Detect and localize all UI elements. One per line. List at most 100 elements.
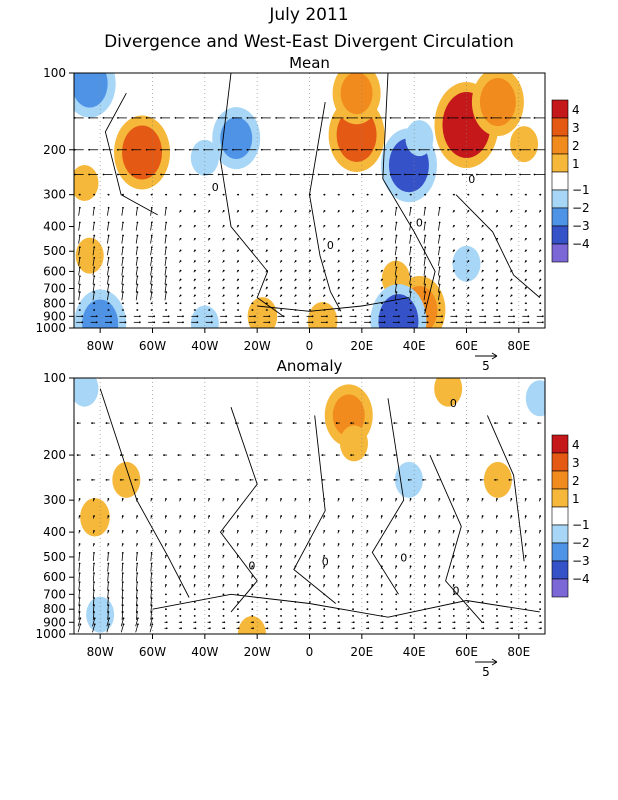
wind-vector bbox=[107, 563, 109, 572]
vector-head bbox=[93, 623, 96, 626]
contour-label: 0 bbox=[400, 551, 407, 564]
vector-head bbox=[136, 572, 139, 575]
vector-head bbox=[332, 148, 334, 151]
vector-head bbox=[107, 572, 110, 575]
vector-head bbox=[163, 478, 165, 481]
vector-head bbox=[194, 286, 196, 289]
vector-head bbox=[179, 530, 182, 532]
vector-head bbox=[496, 584, 498, 586]
wind-vector bbox=[92, 276, 95, 285]
wind-vector bbox=[107, 235, 110, 244]
vector-head bbox=[438, 565, 441, 568]
vector-head bbox=[280, 286, 283, 289]
vector-head bbox=[220, 454, 223, 456]
wind-vector bbox=[135, 624, 139, 633]
vector-head bbox=[467, 608, 470, 611]
vector-head bbox=[78, 562, 81, 565]
vector-head bbox=[468, 627, 470, 630]
wind-vector bbox=[78, 582, 81, 591]
vector-head bbox=[136, 597, 139, 599]
vector-head bbox=[481, 615, 484, 617]
vector-head bbox=[265, 530, 268, 532]
vector-head bbox=[481, 575, 484, 577]
vector-head bbox=[352, 627, 355, 630]
vector-head bbox=[317, 173, 320, 176]
vector-head bbox=[134, 478, 137, 481]
vector-head bbox=[453, 210, 455, 212]
wind-vector bbox=[150, 590, 152, 599]
wind-vector bbox=[107, 573, 109, 582]
vector-head bbox=[524, 575, 527, 577]
vector-head bbox=[78, 572, 81, 575]
vector-head bbox=[453, 224, 455, 227]
vector-head bbox=[93, 617, 96, 620]
vector-head bbox=[93, 206, 96, 209]
vector-head bbox=[182, 315, 184, 318]
vector-head bbox=[151, 623, 154, 626]
wind-vector bbox=[107, 590, 109, 599]
x-tick-label: 40W bbox=[191, 339, 218, 353]
wind-vector bbox=[107, 267, 110, 276]
wind-vector bbox=[121, 207, 124, 216]
vector-head bbox=[481, 593, 484, 596]
vector-head bbox=[525, 309, 527, 311]
vector-head bbox=[78, 530, 81, 532]
vector-head bbox=[308, 575, 311, 577]
colorbar-box bbox=[551, 207, 569, 227]
vector-head bbox=[496, 498, 498, 500]
vector-head bbox=[150, 611, 153, 613]
wind-vector bbox=[120, 618, 124, 627]
vector-head bbox=[539, 278, 542, 281]
vector-head bbox=[308, 565, 311, 568]
wind-vector bbox=[107, 257, 110, 266]
vector-head bbox=[307, 478, 309, 481]
vector-head bbox=[510, 193, 513, 196]
vector-head bbox=[409, 543, 412, 545]
vector-head bbox=[381, 269, 383, 272]
vector-head bbox=[525, 621, 528, 624]
vector-head bbox=[193, 575, 196, 577]
vector-head bbox=[438, 266, 441, 269]
vector-head bbox=[280, 224, 283, 227]
vector-head bbox=[108, 617, 111, 620]
vector-head bbox=[539, 224, 542, 227]
vector-head bbox=[194, 260, 196, 262]
vector-head bbox=[294, 543, 297, 545]
vector-head bbox=[79, 623, 82, 626]
vector-head bbox=[237, 543, 239, 545]
vector-head bbox=[260, 173, 263, 176]
vector-head bbox=[278, 422, 281, 424]
wind-vector bbox=[394, 222, 397, 231]
y-tick-label: 1000 bbox=[35, 321, 66, 335]
vector-head bbox=[467, 554, 470, 557]
vector-head bbox=[496, 554, 498, 557]
wind-vector bbox=[92, 611, 95, 620]
vector-head bbox=[237, 498, 239, 500]
wind-vector bbox=[92, 222, 95, 231]
vector-head bbox=[278, 478, 281, 481]
vector-head bbox=[237, 237, 240, 240]
vector-head bbox=[389, 173, 392, 176]
vector-head bbox=[539, 554, 542, 557]
vector-head bbox=[194, 210, 196, 212]
vector-head bbox=[222, 543, 225, 545]
vector-head bbox=[150, 302, 153, 305]
colorbar-label: −3 bbox=[572, 219, 590, 233]
vector-head bbox=[438, 309, 441, 311]
vector-head bbox=[524, 498, 527, 500]
vector-head bbox=[395, 302, 398, 305]
colorbar-label: 4 bbox=[572, 103, 580, 117]
vector-head bbox=[424, 256, 427, 259]
vector-head bbox=[467, 224, 470, 227]
vector-head bbox=[476, 148, 478, 151]
vector-head bbox=[453, 309, 455, 311]
vector-head bbox=[222, 249, 225, 252]
wind-vector bbox=[394, 276, 397, 285]
vector-head bbox=[93, 246, 96, 249]
vector-head bbox=[424, 615, 426, 617]
vector-head bbox=[496, 193, 499, 196]
wind-vector bbox=[164, 284, 167, 293]
vector-head bbox=[263, 422, 266, 424]
wind-vector bbox=[107, 222, 110, 231]
vector-head bbox=[452, 608, 455, 611]
